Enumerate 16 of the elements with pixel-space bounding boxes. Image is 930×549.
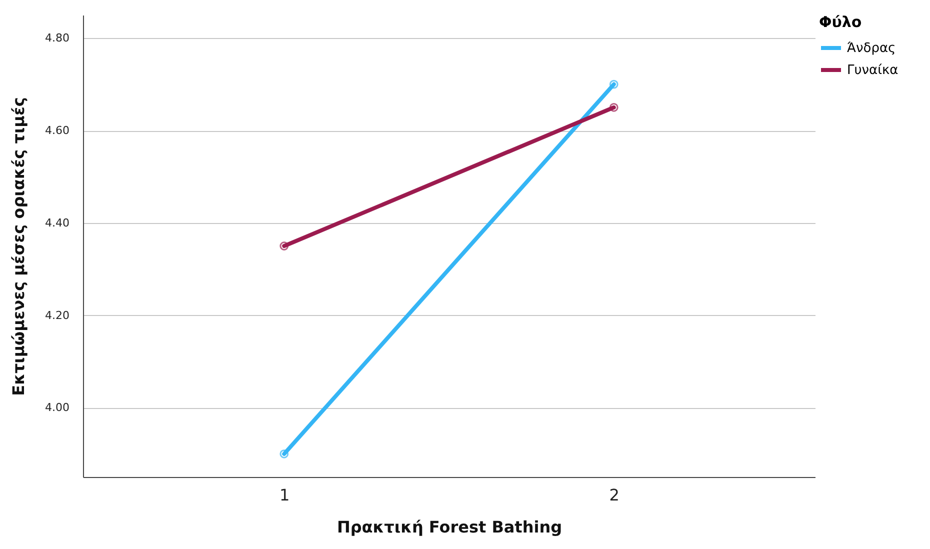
point <box>609 80 618 89</box>
y-tick-label: 4.00 <box>45 401 70 414</box>
y-axis-title: Εκτιμώμενες μέσες οριακές τιμές <box>9 97 28 396</box>
legend-label: Άνδρας <box>847 41 896 56</box>
x-tick-label: 2 <box>609 486 620 504</box>
point <box>280 449 289 458</box>
y-tick-label: 4.40 <box>45 216 70 230</box>
point <box>280 242 289 250</box>
x-axis-title: Πρακτική Forest Bathing <box>336 518 562 536</box>
legend-title: Φύλο <box>819 13 862 31</box>
y-tick-label: 4.80 <box>45 32 70 45</box>
x-tick-label: 1 <box>280 486 290 504</box>
point <box>609 102 618 112</box>
y-tick-label: 4.20 <box>45 308 70 322</box>
legend-label: Γυναίκα <box>847 63 898 78</box>
y-tick-label: 4.60 <box>45 124 70 137</box>
